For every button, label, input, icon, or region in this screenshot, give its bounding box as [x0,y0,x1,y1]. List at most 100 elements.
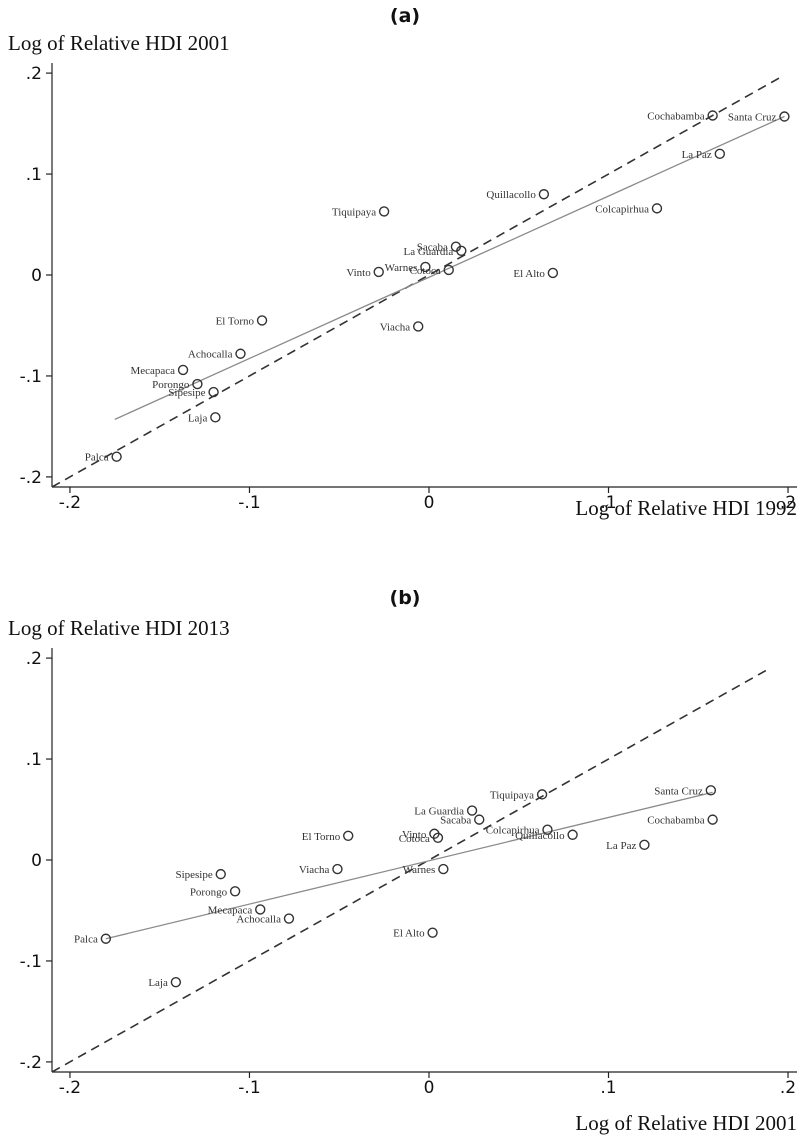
data-point [466,805,478,816]
x-tick-label: -.1 [238,1078,260,1098]
data-point [707,814,718,825]
data-point [438,863,449,875]
point-label: Warnes [403,864,436,876]
point-label: Cotoca [410,265,441,277]
panel-b: (b) Log of Relative HDI 2013 Log of Relati… [8,587,797,1135]
fitted-line [105,791,713,940]
data-point [332,863,343,875]
data-point [779,111,790,122]
point-label: La Guardia [414,806,464,818]
data-point [210,412,221,423]
point-label: Sipesipe [168,387,205,399]
data-point [100,933,112,944]
y-tick-label: 0 [31,266,42,286]
data-point [432,832,444,843]
x-tick-label: -.1 [238,493,260,513]
point-label: Tiquipaya [332,206,376,218]
data-point [651,203,663,214]
point-label: Santa Cruz [728,112,777,124]
panel-label: (a) [390,5,420,27]
data-point [456,245,467,256]
y-tick-label: .2 [26,64,42,84]
data-point [705,785,717,796]
y-tick-label: .1 [26,750,42,770]
point-label: Colcapirhua [486,825,540,837]
point-label: Achocalla [236,914,281,926]
data-point [283,913,295,924]
data-point [707,110,718,121]
point-label: La Guardia [404,246,454,258]
data-point [111,451,122,462]
data-point [413,321,424,332]
point-label: El Alto [393,928,425,940]
point-label: La Paz [606,840,636,852]
point-label: Sipesipe [175,869,212,881]
point-label: Sacaba [417,242,448,254]
point-label: Cochabamba [647,815,705,827]
point-label: Tiquipaya [490,789,534,801]
data-point [343,830,354,841]
y-tick-label: -.2 [20,1053,42,1073]
y-tick-label: .2 [26,649,42,669]
data-point [229,886,241,897]
x-tick-label: 0 [424,493,435,513]
y-tick-label: -.1 [20,952,42,972]
data-point [536,789,548,800]
data-point [215,868,226,880]
data-point [567,829,578,840]
x-tick-label: 0 [424,1078,435,1098]
point-label: Quillacollo [486,189,536,201]
y-axis-title: Log of Relative HDI 2001 [8,31,230,55]
point-label: Santa Cruz [654,785,703,797]
data-point [538,189,550,200]
data-point [378,206,390,217]
reference-line-45deg [51,75,784,488]
data-point [474,814,485,825]
fitted-line [114,115,785,420]
data-point [208,386,219,398]
data-point [170,976,182,988]
x-tick-label: -.2 [59,1078,81,1098]
data-point [542,824,553,835]
data-point [235,348,246,359]
point-label: La Paz [682,149,712,161]
point-label: Sacaba [440,815,471,827]
point-label: El Torno [216,315,255,327]
point-label: Palca [85,452,109,464]
data-point [255,904,266,915]
data-point [192,378,203,390]
x-axis-title: Log of Relative HDI 2001 [575,1111,797,1135]
point-label: Viacha [299,864,330,876]
point-label: Achocalla [188,349,233,361]
x-tick-label: -.2 [59,493,81,513]
x-tick-label: .1 [600,1078,616,1098]
data-point [256,315,268,326]
y-tick-label: .1 [26,165,42,185]
reference-line-45deg [51,669,767,1073]
point-label: Laja [148,977,168,989]
data-point [420,261,431,273]
y-tick-label: -.1 [20,367,42,387]
point-label: El Torno [302,831,341,843]
x-tick-label: .1 [600,493,616,513]
point-label: Porongo [190,886,228,898]
panel-label: (b) [390,587,421,609]
x-tick-label: .2 [780,1078,796,1098]
y-axis-title: Log of Relative HDI 2013 [8,616,230,640]
y-tick-label: 0 [31,851,42,871]
point-label: El Alto [513,268,545,280]
point-label: Colcapirhua [595,203,649,215]
point-label: Vinto [402,829,427,841]
data-point [427,927,438,938]
point-label: Vinto [346,267,371,279]
point-label: Cochabamba [647,110,705,122]
data-point [547,267,559,279]
x-axis-title: Log of Relative HDI 1992 [575,496,797,520]
x-tick-label: .2 [780,493,796,513]
point-label: Quillacollo [515,830,565,842]
data-point [177,364,189,376]
point-label: Warnes [385,262,418,274]
point-label: Porongo [152,379,190,391]
y-tick-label: -.2 [20,468,42,488]
